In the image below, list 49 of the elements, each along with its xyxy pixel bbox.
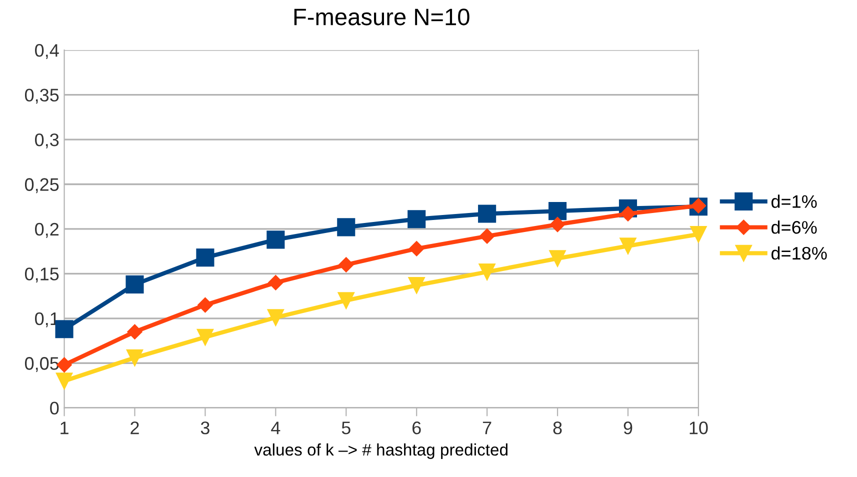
point (267, 309, 284, 326)
x-tick-label: 6 (412, 422, 421, 434)
y-tick-label: 0,35 (24, 88, 59, 104)
y-tick-label: 0,05 (24, 357, 59, 372)
point (268, 275, 284, 290)
point (338, 292, 354, 309)
point (56, 372, 73, 390)
y-tick-label: 0,3 (35, 133, 59, 148)
point (126, 275, 144, 294)
legend-label: d=6% (771, 220, 817, 234)
x-tick-label: 2 (130, 422, 139, 434)
point (196, 328, 214, 346)
y-tick-label: 0,2 (35, 222, 59, 238)
point (478, 204, 496, 223)
point (408, 276, 425, 294)
point (548, 202, 567, 220)
point (55, 320, 74, 338)
chart-title: F-measure N=10 (294, 8, 470, 26)
point (620, 238, 636, 254)
point (549, 250, 566, 267)
y-tick-label: 0,25 (24, 178, 59, 194)
point (337, 218, 356, 236)
y-tick-label: 0 (50, 402, 59, 415)
legend-label: d=18% (771, 246, 827, 260)
x-tick-label: 4 (271, 422, 280, 434)
point (196, 248, 214, 267)
point (479, 228, 495, 244)
x-tick-label: 5 (342, 422, 350, 434)
x-tick-label: 9 (624, 422, 632, 434)
point (408, 210, 426, 228)
x-tick-label: 10 (690, 422, 708, 434)
point (478, 264, 496, 280)
x-axis-title: values of k –> # hashtag predicted (254, 443, 508, 459)
point (127, 324, 142, 340)
x-tick-label: 8 (553, 422, 562, 434)
y-tick-label: 0,15 (24, 268, 59, 283)
point (620, 206, 636, 222)
x-tick-label: 7 (482, 422, 492, 434)
point (126, 349, 144, 366)
point (266, 230, 285, 249)
x-tick-label: 3 (200, 422, 210, 434)
point (409, 241, 424, 256)
point (550, 216, 566, 232)
point (198, 297, 213, 313)
x-tick-label: 1 (60, 422, 68, 434)
legend-label: d=1% (771, 194, 817, 208)
point (690, 226, 707, 243)
point (338, 257, 354, 272)
y-tick-label: 0,4 (35, 44, 59, 59)
